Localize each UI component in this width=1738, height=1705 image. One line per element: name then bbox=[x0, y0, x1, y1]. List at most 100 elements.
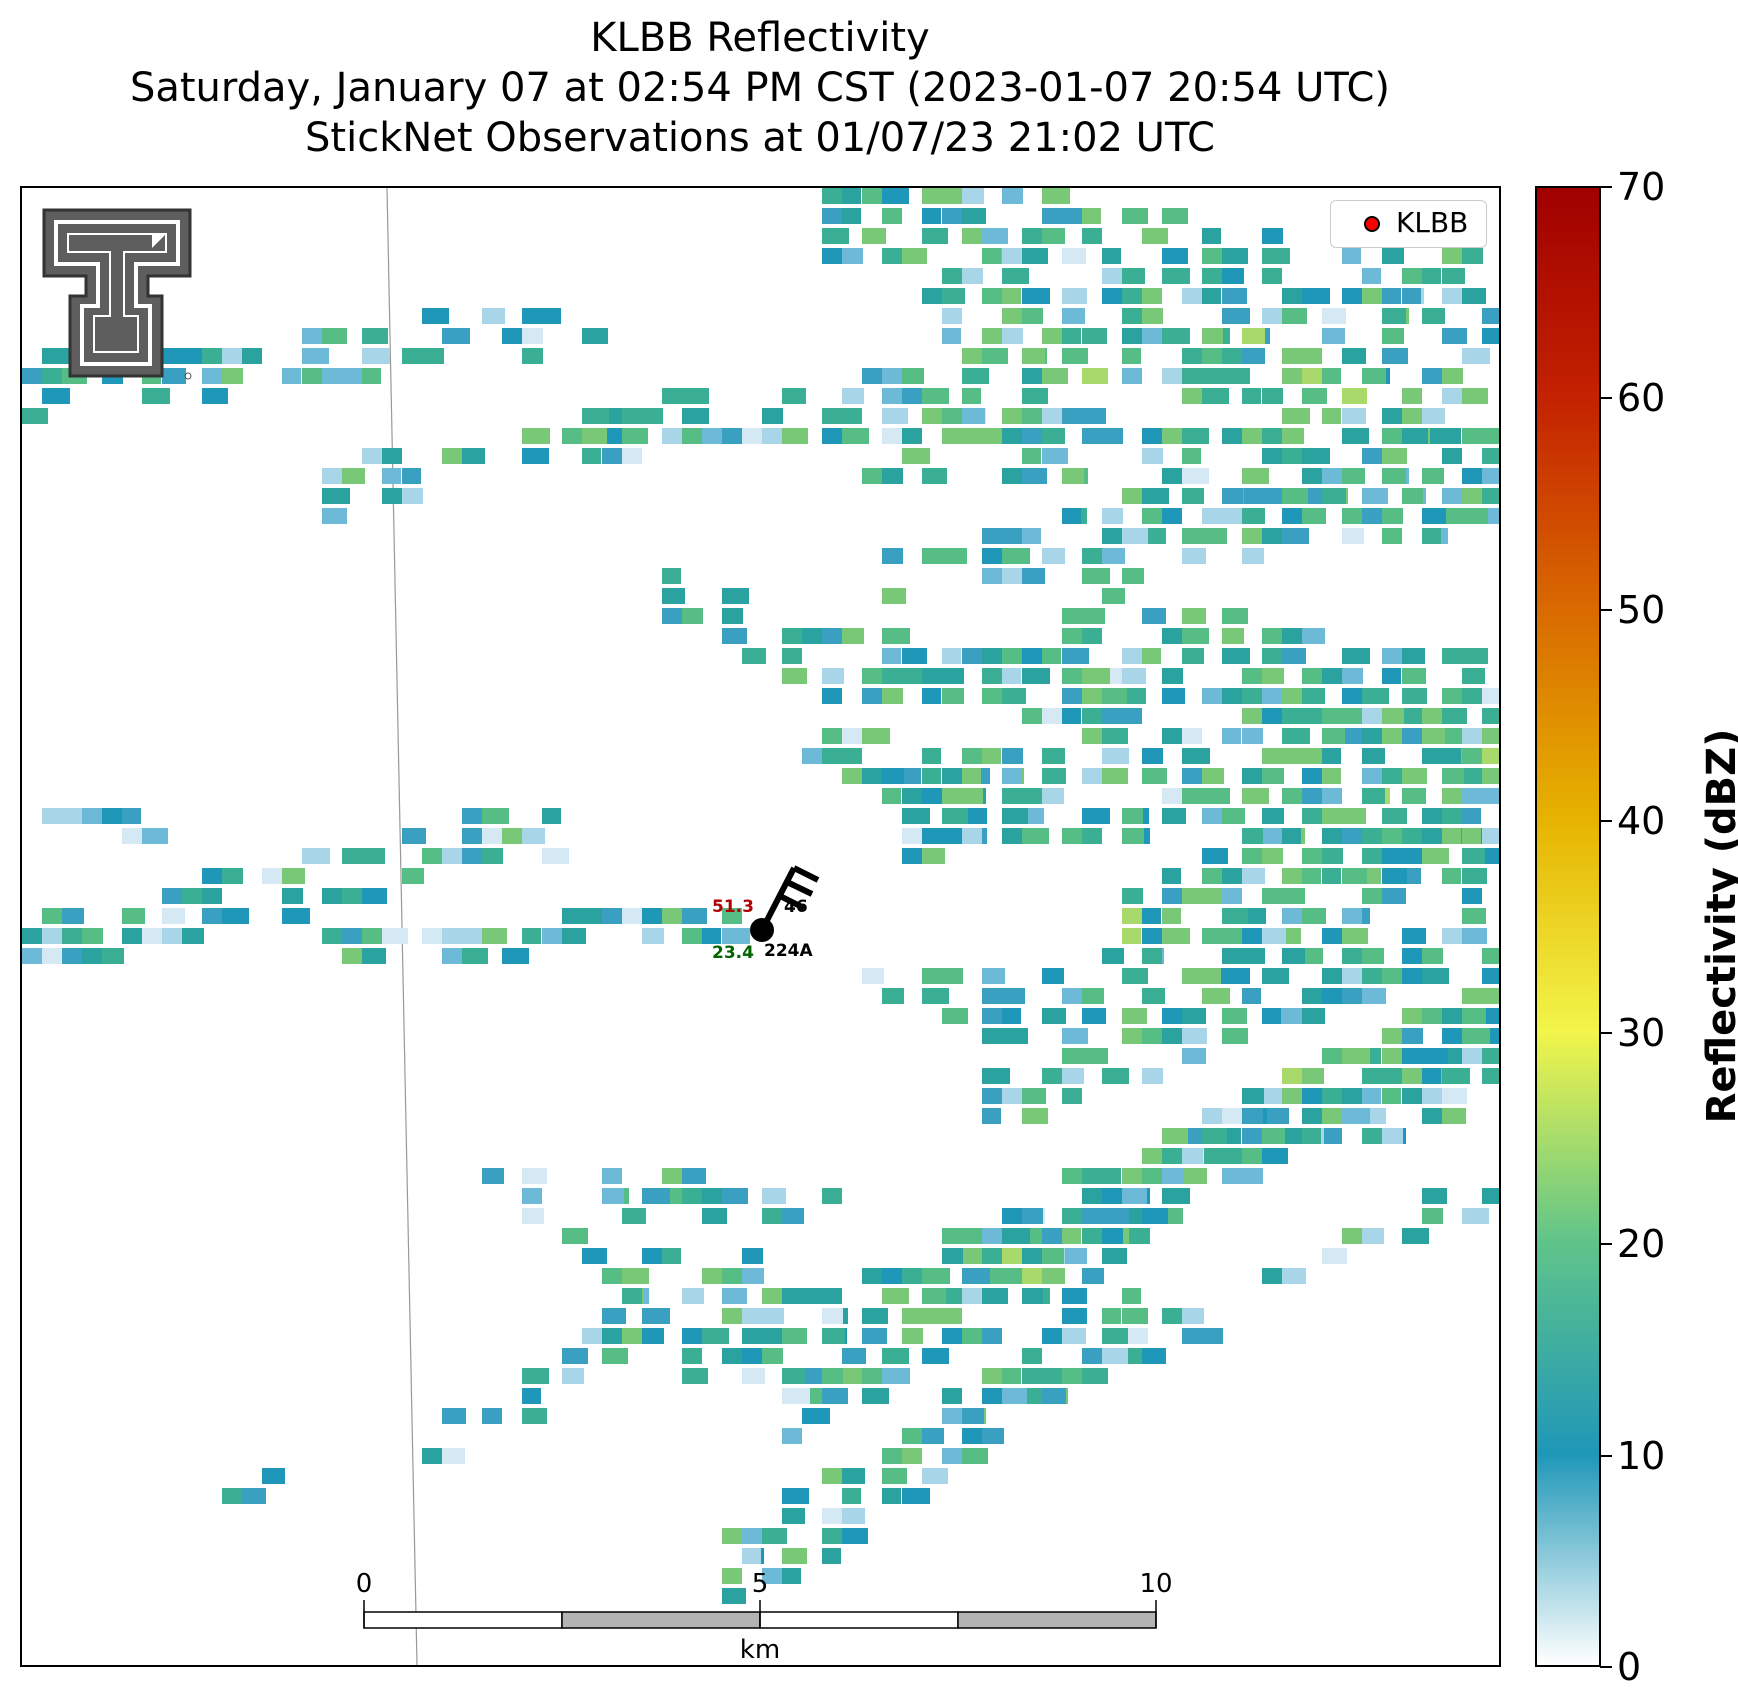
reflectivity-cell bbox=[942, 788, 966, 804]
reflectivity-cell bbox=[1162, 1308, 1182, 1324]
reflectivity-cell bbox=[882, 1488, 901, 1504]
station-id: 224A bbox=[764, 941, 813, 961]
reflectivity-cell bbox=[962, 408, 985, 424]
reflectivity-cell bbox=[1342, 928, 1368, 944]
reflectivity-cell bbox=[1462, 388, 1488, 404]
reflectivity-cell bbox=[1062, 468, 1084, 484]
reflectivity-cell bbox=[1102, 268, 1126, 284]
reflectivity-cell bbox=[1222, 1168, 1246, 1184]
reflectivity-cell bbox=[362, 368, 381, 384]
reflectivity-cell bbox=[522, 1368, 549, 1384]
colorbar-tick-label: 50 bbox=[1599, 590, 1665, 630]
reflectivity-cell bbox=[1442, 928, 1463, 944]
reflectivity-cell bbox=[1062, 1208, 1084, 1224]
reflectivity-cell bbox=[982, 1108, 1001, 1124]
reflectivity-cell bbox=[1222, 948, 1244, 964]
reflectivity-cell bbox=[1162, 688, 1185, 704]
reflectivity-cell bbox=[1202, 348, 1226, 364]
reflectivity-cell bbox=[1242, 848, 1265, 864]
reflectivity-cell bbox=[782, 1428, 802, 1444]
reflectivity-cell bbox=[1062, 348, 1088, 364]
reflectivity-cell bbox=[22, 928, 45, 944]
reflectivity-cell bbox=[1182, 1148, 1203, 1164]
reflectivity-cell bbox=[1282, 348, 1306, 364]
reflectivity-cell bbox=[942, 1388, 962, 1404]
reflectivity-cell bbox=[1342, 388, 1367, 404]
reflectivity-cell bbox=[1002, 288, 1021, 304]
reflectivity-cell bbox=[1042, 788, 1064, 804]
reflectivity-cell bbox=[1062, 708, 1081, 724]
reflectivity-cell bbox=[1142, 1168, 1166, 1184]
reflectivity-cell bbox=[982, 1068, 1010, 1084]
scale-bar-label: 0 bbox=[356, 1569, 373, 1599]
reflectivity-cell bbox=[1242, 428, 1264, 444]
reflectivity-cell bbox=[962, 268, 983, 284]
reflectivity-cell bbox=[442, 328, 470, 344]
reflectivity-cell bbox=[362, 928, 383, 944]
reflectivity-cell bbox=[702, 1208, 727, 1224]
reflectivity-cell bbox=[1462, 768, 1484, 784]
reflectivity-cell bbox=[862, 1268, 885, 1284]
reflectivity-cell bbox=[162, 348, 183, 364]
reflectivity-cell bbox=[1422, 948, 1443, 964]
texas-tech-double-t-logo-icon bbox=[42, 208, 192, 380]
reflectivity-cell bbox=[942, 548, 967, 564]
reflectivity-cell bbox=[1002, 748, 1023, 764]
reflectivity-cell bbox=[662, 428, 687, 444]
reflectivity-cell bbox=[1362, 1068, 1382, 1084]
reflectivity-cell bbox=[1262, 1008, 1281, 1024]
reflectivity-cell bbox=[682, 1288, 704, 1304]
reflectivity-cell bbox=[1282, 928, 1301, 944]
reflectivity-cell bbox=[522, 328, 543, 344]
reflectivity-cell bbox=[1402, 1088, 1426, 1104]
reflectivity-cell bbox=[382, 448, 402, 464]
reflectivity-cell bbox=[1082, 408, 1106, 424]
reflectivity-cell bbox=[1442, 448, 1462, 464]
reflectivity-cell bbox=[1022, 1248, 1043, 1264]
reflectivity-cell bbox=[1202, 1148, 1224, 1164]
reflectivity-cell bbox=[762, 1208, 783, 1224]
reflectivity-cell bbox=[42, 368, 67, 384]
reflectivity-cell bbox=[1382, 288, 1401, 304]
reflectivity-cell bbox=[1282, 308, 1307, 324]
reflectivity-cell bbox=[1482, 988, 1499, 1004]
reflectivity-cell bbox=[322, 488, 350, 504]
reflectivity-cell bbox=[662, 1168, 688, 1184]
reflectivity-cell bbox=[762, 1348, 783, 1364]
reflectivity-cell bbox=[1462, 248, 1483, 264]
reflectivity-cell bbox=[222, 348, 245, 364]
reflectivity-cell bbox=[1102, 768, 1128, 784]
reflectivity-cell bbox=[1302, 808, 1326, 824]
reflectivity-cell bbox=[922, 828, 944, 844]
reflectivity-cell bbox=[662, 908, 687, 924]
reflectivity-cell bbox=[1422, 1008, 1445, 1024]
reflectivity-cell bbox=[382, 488, 405, 504]
reflectivity-cell bbox=[1082, 828, 1102, 844]
reflectivity-cell bbox=[1002, 1028, 1028, 1044]
reflectivity-cell bbox=[342, 928, 364, 944]
reflectivity-cell bbox=[1162, 1168, 1183, 1184]
reflectivity-cell bbox=[1342, 948, 1366, 964]
reflectivity-cell bbox=[1262, 488, 1288, 504]
reflectivity-cell bbox=[1322, 868, 1341, 884]
radar-map-panel[interactable]: 51.3 46 23.4 224A 0 5 10 km bbox=[20, 186, 1501, 1667]
reflectivity-cell bbox=[522, 1388, 541, 1404]
reflectivity-cell bbox=[142, 828, 168, 844]
reflectivity-cell bbox=[1242, 788, 1269, 804]
reflectivity-cell bbox=[282, 868, 305, 884]
reflectivity-cell bbox=[1122, 1328, 1148, 1344]
reflectivity-cell bbox=[622, 1288, 642, 1304]
reflectivity-cell bbox=[402, 828, 426, 844]
station-dewpoint: 23.4 bbox=[712, 943, 754, 963]
reflectivity-cell bbox=[1122, 1008, 1147, 1024]
reflectivity-cell bbox=[1262, 688, 1282, 704]
reflectivity-cell bbox=[1122, 708, 1142, 724]
reflectivity-cell bbox=[22, 408, 48, 424]
sticknet-station-224A[interactable]: 51.3 46 23.4 224A bbox=[712, 865, 820, 963]
reflectivity-cell bbox=[1442, 428, 1461, 444]
reflectivity-cell bbox=[1042, 768, 1066, 784]
map-title: KLBB Reflectivity bbox=[590, 15, 930, 61]
reflectivity-cell bbox=[1062, 308, 1085, 324]
reflectivity-cell bbox=[342, 368, 366, 384]
reflectivity-cell bbox=[902, 668, 922, 684]
